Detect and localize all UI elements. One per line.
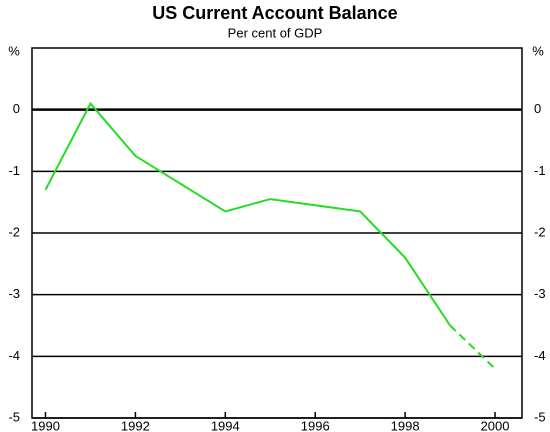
y-tick-label: -4 <box>8 348 20 363</box>
chart-title: US Current Account Balance <box>152 3 397 23</box>
y-tick-label: -2 <box>8 224 20 239</box>
y-tick-label: 0 <box>13 101 20 116</box>
y-tick-label-right: -4 <box>534 348 546 363</box>
y-unit-left: % <box>8 43 20 58</box>
data-line <box>449 324 496 370</box>
y-tick-label-right: -1 <box>534 163 546 178</box>
y-tick-label-right: -5 <box>534 409 546 424</box>
y-tick-label: -3 <box>8 286 20 301</box>
chart-subtitle: Per cent of GDP <box>228 25 323 40</box>
x-tick-label: 1996 <box>301 418 330 432</box>
x-tick-label: 1992 <box>121 418 150 432</box>
y-unit-right: % <box>532 43 544 58</box>
x-tick-label: 1994 <box>211 418 240 432</box>
y-tick-label: -1 <box>8 163 20 178</box>
data-line <box>44 101 451 327</box>
y-tick-label-right: -3 <box>534 286 546 301</box>
y-tick-label: -5 <box>8 409 20 424</box>
x-tick-label: 2000 <box>481 418 510 432</box>
x-tick-label: 1990 <box>31 418 60 432</box>
x-tick-label: 1998 <box>391 418 420 432</box>
y-tick-label-right: -2 <box>534 224 546 239</box>
y-tick-label-right: 0 <box>534 101 541 116</box>
